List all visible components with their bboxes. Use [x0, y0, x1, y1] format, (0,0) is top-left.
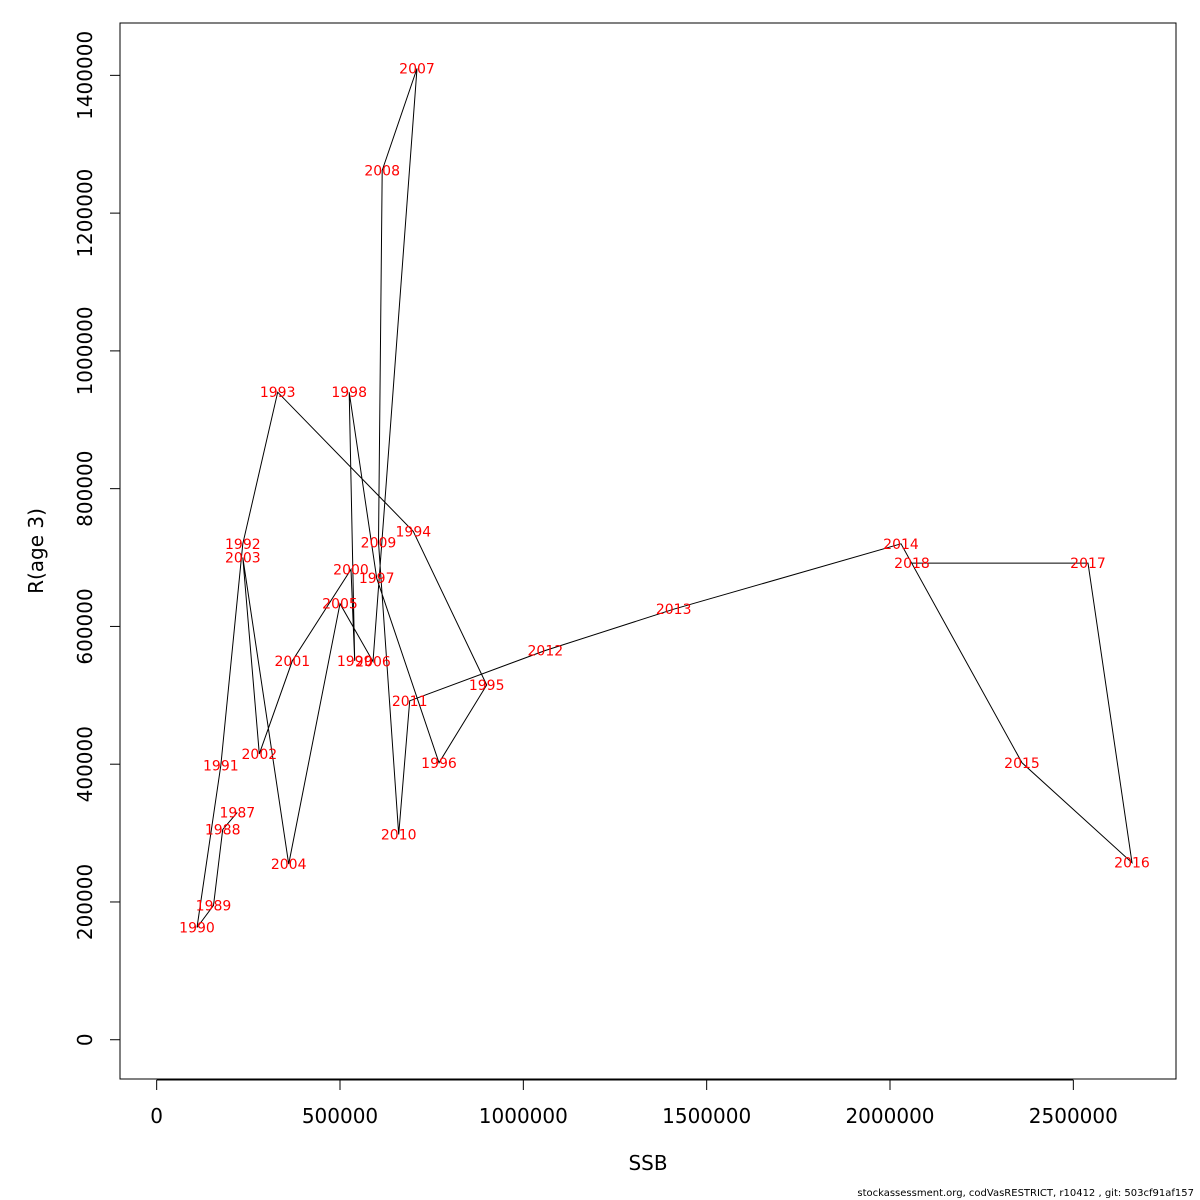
y-tick-label: 1000000	[73, 306, 97, 395]
year-label: 2017	[1070, 556, 1106, 572]
y-tick-label: 1400000	[73, 31, 97, 120]
year-labels: 1987 1988 1989 1990 1991 1992 1993 1994 1995 1996…	[179, 61, 1150, 936]
year-label: 1996	[421, 756, 457, 772]
x-axis: 0 500000 1000000 1500000 2000000 2500000	[150, 1079, 1118, 1128]
x-axis-title: SSB	[628, 1151, 667, 1175]
year-label: 1993	[260, 385, 296, 401]
year-label: 1990	[179, 920, 215, 936]
year-label: 2002	[242, 747, 278, 763]
year-label: 1998	[331, 385, 367, 401]
y-tick-label: 400000	[73, 726, 97, 802]
x-tick-label: 500000	[302, 1104, 378, 1128]
year-label: 2001	[275, 654, 311, 670]
year-label: 1988	[205, 823, 241, 839]
year-label: 1992	[225, 537, 261, 553]
y-tick-label: 1200000	[73, 169, 97, 258]
year-label: 2009	[361, 535, 397, 551]
year-label: 2000	[333, 562, 369, 578]
year-label: 2010	[381, 827, 417, 843]
year-label: 2006	[355, 655, 391, 671]
plot-frame	[119, 22, 1177, 1080]
year-label: 1995	[469, 678, 505, 694]
year-label: 2018	[894, 556, 930, 572]
year-label: 2016	[1114, 856, 1150, 872]
x-tick-label: 1000000	[479, 1104, 568, 1128]
y-tick-label: 600000	[73, 588, 97, 664]
x-tick-label: 1500000	[662, 1104, 751, 1128]
year-label: 2013	[656, 602, 692, 618]
year-label: 1987	[220, 805, 256, 821]
year-label: 2005	[322, 597, 358, 613]
x-tick-label: 2000000	[845, 1104, 934, 1128]
y-tick-label: 200000	[73, 864, 97, 940]
year-label: 1999	[337, 654, 373, 670]
year-label: 2015	[1004, 756, 1040, 772]
y-axis: 0 200000 400000 600000 800000 1000000 1200000 1…	[73, 31, 121, 1046]
year-label: 1997	[359, 571, 395, 587]
year-label: 2014	[883, 537, 919, 553]
year-label: 2008	[364, 163, 400, 179]
year-label: 2007	[399, 61, 435, 77]
year-label: 1989	[196, 898, 232, 914]
footer-credit: stockassessment.org, codVasRESTRICT, r10…	[857, 1188, 1194, 1199]
y-tick-label: 800000	[73, 450, 97, 526]
y-tick-label: 0	[73, 1033, 97, 1046]
year-label: 1994	[396, 524, 432, 540]
year-label: 1991	[203, 759, 239, 775]
year-label: 2004	[271, 857, 307, 873]
x-tick-label: 2500000	[1029, 1104, 1118, 1128]
y-axis-title: R(age 3)	[24, 508, 48, 594]
series-line	[196, 68, 1133, 928]
x-tick-label: 0	[150, 1104, 163, 1128]
year-label: 2003	[225, 551, 261, 567]
year-label: 2011	[392, 694, 428, 710]
year-label: 2012	[528, 644, 564, 660]
